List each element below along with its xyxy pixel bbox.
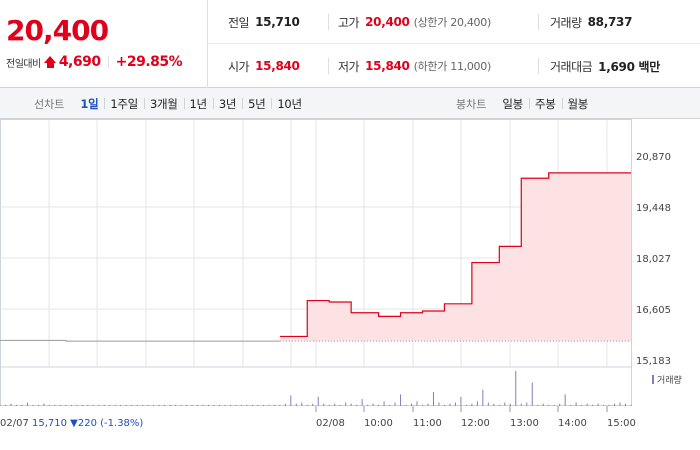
low: 저가 15,840 (하한가 11,000) bbox=[338, 44, 491, 88]
prev-close-label: 전일 bbox=[228, 15, 250, 30]
x-tick-label: 15:00 bbox=[607, 418, 636, 429]
down-triangle-icon: ▼ bbox=[70, 418, 78, 429]
x-tick-label: 11:00 bbox=[413, 418, 442, 429]
divider bbox=[328, 14, 329, 30]
up-arrow-icon bbox=[43, 56, 57, 68]
y-tick-label: 16,605 bbox=[636, 305, 671, 316]
chart-frame bbox=[0, 119, 632, 406]
current-price-box: 20,400 전일대비 4,690 +29.85% bbox=[0, 0, 208, 88]
candle-chart-tabs: 봉차트 일봉 주봉 월봉 bbox=[456, 88, 594, 119]
x-tick-label: 13:00 bbox=[510, 418, 539, 429]
lower-limit-note: (하한가 11,000) bbox=[413, 60, 492, 73]
prev-close-value: 15,710 bbox=[255, 15, 300, 29]
tab-monthly-candle[interactable]: 월봉 bbox=[561, 96, 595, 112]
status-price: 15,710 bbox=[32, 418, 70, 429]
y-tick-label: 20,870 bbox=[636, 152, 671, 163]
candle-chart-title: 봉차트 bbox=[456, 97, 487, 111]
tab-weekly-candle[interactable]: 주봉 bbox=[528, 96, 562, 112]
change-value: 4,690 bbox=[58, 54, 101, 70]
x-tick-label: 02/08 bbox=[316, 418, 345, 429]
series-line-today bbox=[279, 172, 631, 338]
tab-daily-candle[interactable]: 일봉 bbox=[502, 96, 523, 111]
change-label: 전일대비 bbox=[6, 58, 41, 70]
line-chart-title: 선차트 bbox=[34, 97, 65, 111]
trade-amount-label: 거래대금 bbox=[550, 59, 593, 74]
divider bbox=[538, 14, 539, 30]
stats-row: 시가 15,840 저가 15,840 (하한가 11,000) 거래대금 1,… bbox=[208, 44, 700, 88]
volume-value: 88,737 bbox=[587, 15, 633, 29]
quote-stats: 전일 15,710 고가 20,400 (상한가 20,400) 거래량 88,… bbox=[208, 0, 700, 88]
tab-1-week[interactable]: 1주일 bbox=[104, 96, 144, 112]
volume-legend-swatch bbox=[652, 375, 654, 384]
volume-label: 거래량 bbox=[550, 15, 582, 30]
tab-3-months[interactable]: 3개월 bbox=[143, 96, 184, 112]
low-label: 저가 bbox=[338, 59, 360, 74]
price-chart-svg: 20,870 19,448 18,027 16,605 15,183 거래량 02/08 10… bbox=[0, 119, 682, 429]
volume-legend-label: 거래량 bbox=[657, 374, 682, 386]
tab-1-year[interactable]: 1년 bbox=[183, 96, 213, 112]
status-line: 02/07 15,710 ▼220 (-1.38%) bbox=[0, 418, 143, 429]
upper-limit-note: (상한가 20,400) bbox=[413, 16, 492, 29]
y-tick-label: 19,448 bbox=[636, 203, 671, 214]
y-tick-label: 18,027 bbox=[636, 254, 671, 265]
high-label: 고가 bbox=[338, 15, 360, 30]
quote-header: 20,400 전일대비 4,690 +29.85% 전일 15,710 고가 2… bbox=[0, 0, 700, 88]
open-label: 시가 bbox=[228, 59, 250, 74]
status-date: 02/07 bbox=[0, 418, 32, 429]
prev-close: 전일 15,710 bbox=[228, 0, 300, 44]
high: 고가 20,400 (상한가 20,400) bbox=[338, 0, 491, 44]
status-change: 220 bbox=[78, 418, 100, 429]
high-value: 20,400 bbox=[365, 15, 410, 29]
tab-1-day[interactable]: 1일 bbox=[80, 96, 99, 111]
tab-3-years[interactable]: 3년 bbox=[212, 96, 242, 112]
divider bbox=[538, 58, 539, 74]
tab-5-years[interactable]: 5년 bbox=[242, 96, 271, 112]
change-percent: +29.85% bbox=[115, 54, 183, 70]
x-tick-label: 10:00 bbox=[364, 418, 393, 429]
low-value: 15,840 bbox=[365, 59, 410, 73]
intraday-chart[interactable]: 20,870 19,448 18,027 16,605 15,183 거래량 02/08 10… bbox=[0, 119, 700, 450]
line-chart-tabs: 선차트 1일 1주일 3개월 1년 3년 5년 10년 bbox=[34, 88, 308, 119]
x-tick-label: 12:00 bbox=[461, 418, 490, 429]
series-area-today bbox=[279, 172, 631, 342]
divider bbox=[107, 56, 109, 68]
tab-10-years[interactable]: 10년 bbox=[271, 96, 307, 112]
y-tick-label: 15,183 bbox=[636, 356, 671, 367]
x-tick-label: 14:00 bbox=[558, 418, 587, 429]
volume: 거래량 88,737 bbox=[550, 0, 632, 44]
price-change: 전일대비 4,690 +29.85% bbox=[6, 54, 183, 70]
current-price: 20,400 bbox=[6, 14, 109, 47]
trade-amount-value: 1,690 백만 bbox=[598, 59, 660, 74]
trade-amount: 거래대금 1,690 백만 bbox=[550, 44, 660, 88]
open: 시가 15,840 bbox=[228, 44, 300, 88]
chart-period-tabs: 선차트 1일 1주일 3개월 1년 3년 5년 10년 봉차트 일봉 주봉 월봉 bbox=[0, 88, 700, 119]
stats-row: 전일 15,710 고가 20,400 (상한가 20,400) 거래량 88,… bbox=[208, 0, 700, 44]
open-value: 15,840 bbox=[255, 59, 300, 73]
divider bbox=[328, 58, 329, 74]
series-line-prev-day bbox=[0, 339, 280, 342]
status-percent: (-1.38%) bbox=[100, 418, 143, 429]
